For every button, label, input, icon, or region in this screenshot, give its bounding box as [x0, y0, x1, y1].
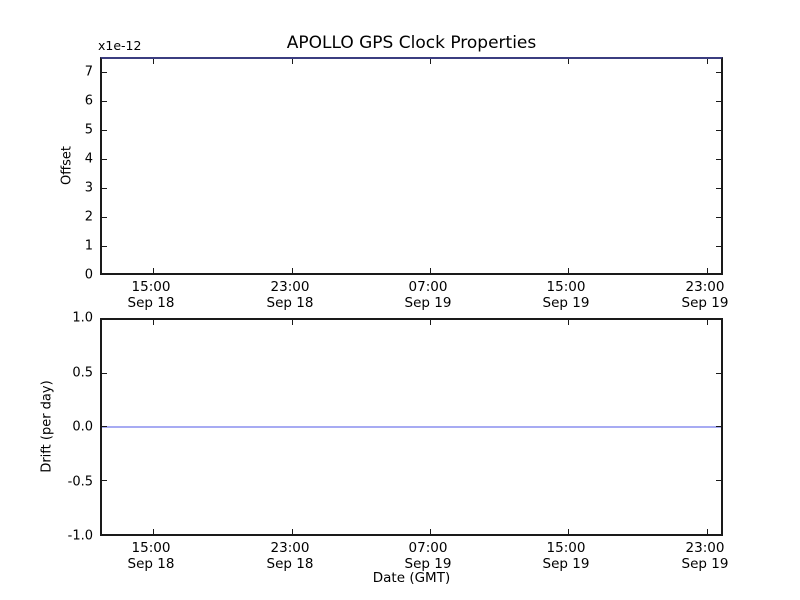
- x-tick: [430, 529, 431, 534]
- offset-xtick-label: 15:00 Sep 18: [96, 279, 206, 311]
- xtick-date: Sep 19: [681, 295, 729, 311]
- xtick-time: 23:00: [270, 540, 310, 556]
- x-tick: [153, 59, 154, 64]
- y-tick: [102, 217, 107, 218]
- x-tick: [707, 320, 708, 325]
- xtick-time: 23:00: [685, 540, 725, 556]
- offset-ytick-label: 7: [84, 64, 93, 79]
- offset-xtick-label: 07:00 Sep 19: [373, 279, 483, 311]
- chart-title: APOLLO GPS Clock Properties: [286, 33, 537, 53]
- xtick-date: Sep 19: [681, 556, 729, 572]
- xtick-time: 15:00: [131, 540, 171, 556]
- x-tick: [292, 320, 293, 325]
- x-tick: [568, 59, 569, 64]
- y-tick: [716, 101, 721, 102]
- y-tick: [102, 246, 107, 247]
- y-tick: [102, 188, 107, 189]
- xtick-date: Sep 18: [127, 295, 175, 311]
- xtick-date: Sep 19: [404, 556, 452, 572]
- y-tick: [716, 246, 721, 247]
- xtick-date: Sep 18: [266, 556, 314, 572]
- xtick-date: Sep 19: [542, 556, 590, 572]
- x-tick: [430, 59, 431, 64]
- x-tick: [568, 320, 569, 325]
- x-axis-label: Date (GMT): [372, 570, 451, 586]
- offset-plot-area: [100, 57, 723, 275]
- drift-xtick-label: 15:00 Sep 18: [96, 540, 206, 572]
- drift-ytick-label: -1.0: [67, 528, 93, 544]
- x-tick: [430, 268, 431, 273]
- offset-ytick-label: 0: [84, 267, 93, 283]
- drift-ytick-label: 1.0: [72, 310, 93, 326]
- offset-xtick-label: 23:00 Sep 19: [650, 279, 760, 311]
- x-tick: [292, 529, 293, 534]
- x-tick: [707, 59, 708, 64]
- drift-xtick-label: 23:00 Sep 18: [235, 540, 345, 572]
- y-tick: [102, 101, 107, 102]
- y-tick: [102, 72, 107, 73]
- y-tick: [716, 72, 721, 73]
- offset-ytick-label: 6: [84, 93, 93, 109]
- xtick-date: Sep 19: [404, 295, 452, 311]
- offset-xtick-label: 15:00 Sep 19: [511, 279, 621, 311]
- drift-ytick-label: 0.5: [72, 365, 93, 380]
- xtick-time: 23:00: [685, 279, 725, 295]
- x-tick: [568, 268, 569, 273]
- drift-plot-area: [100, 318, 723, 536]
- offset-xtick-label: 23:00 Sep 18: [235, 279, 345, 311]
- xtick-time: 07:00: [408, 540, 448, 556]
- y-tick: [102, 159, 107, 160]
- xtick-time: 15:00: [546, 540, 586, 556]
- y-tick: [716, 426, 721, 427]
- y-axis-scale-offset-text: x1e-12: [98, 38, 142, 53]
- y-tick: [716, 373, 721, 374]
- offset-ytick-label: 1: [84, 238, 93, 254]
- y-tick: [716, 159, 721, 160]
- drift-data-line: [102, 426, 721, 428]
- x-tick: [153, 529, 154, 534]
- drift-xtick-label: 15:00 Sep 19: [511, 540, 621, 572]
- y-tick: [716, 480, 721, 481]
- y-tick: [716, 188, 721, 189]
- y-tick: [102, 130, 107, 131]
- y-tick: [102, 373, 107, 374]
- offset-ytick-label: 5: [84, 122, 93, 138]
- drift-xtick-label: 07:00 Sep 19: [373, 540, 483, 572]
- drift-ytick-label: 0.0: [72, 419, 93, 435]
- x-tick: [707, 529, 708, 534]
- x-tick: [153, 320, 154, 325]
- drift-ytick-label: -0.5: [67, 474, 93, 489]
- offset-ytick-label: 4: [84, 151, 93, 167]
- xtick-time: 23:00: [270, 279, 310, 295]
- xtick-time: 15:00: [546, 279, 586, 295]
- xtick-date: Sep 19: [542, 295, 590, 311]
- x-tick: [430, 320, 431, 325]
- offset-ytick-label: 3: [84, 180, 93, 196]
- x-tick: [292, 59, 293, 64]
- x-tick: [707, 268, 708, 273]
- x-tick: [292, 268, 293, 273]
- x-tick: [153, 268, 154, 273]
- offset-ytick-label: 2: [84, 209, 93, 225]
- y-tick: [102, 426, 107, 427]
- xtick-time: 07:00: [408, 279, 448, 295]
- xtick-date: Sep 18: [127, 556, 175, 572]
- y-tick: [716, 130, 721, 131]
- y-tick: [716, 217, 721, 218]
- drift-xtick-label: 23:00 Sep 19: [650, 540, 760, 572]
- y-tick: [102, 480, 107, 481]
- xtick-date: Sep 18: [266, 295, 314, 311]
- xtick-time: 15:00: [131, 279, 171, 295]
- x-tick: [568, 529, 569, 534]
